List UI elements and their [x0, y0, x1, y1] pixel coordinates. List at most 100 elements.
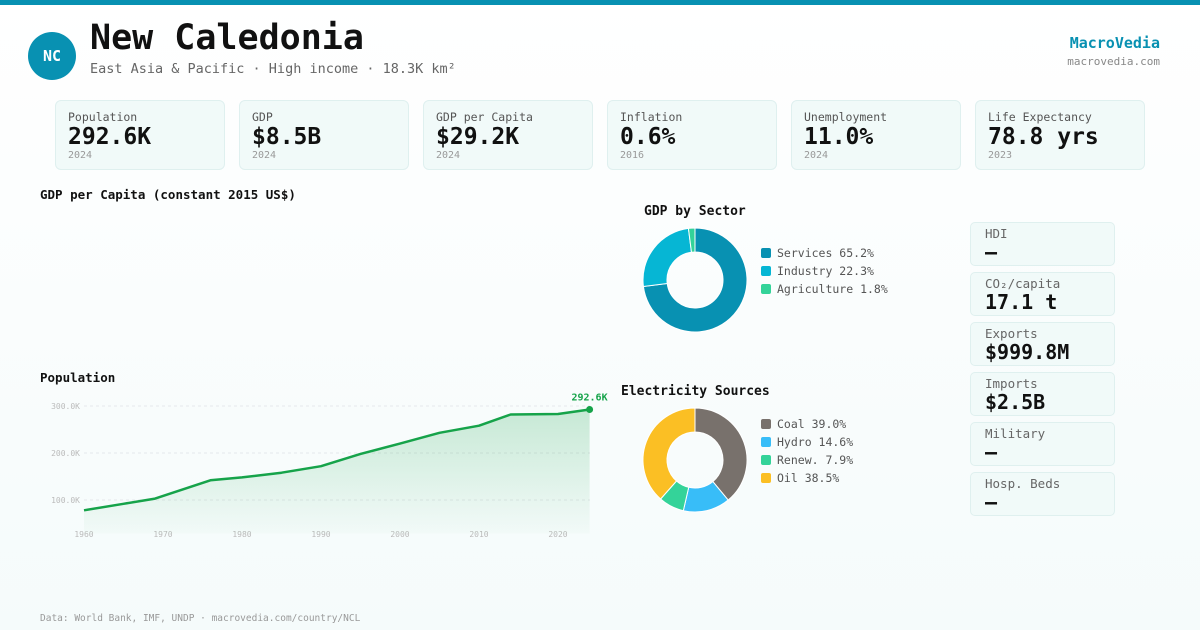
- stat-card: Unemployment 11.0% 2024: [791, 100, 961, 170]
- stat-cards: for(let i=0;i<6;i++)document.write(`<div…: [55, 100, 1145, 170]
- stat-card: Population 292.6K 2024: [55, 100, 225, 170]
- stat-year: 2023: [988, 150, 1013, 161]
- x-tick-label: 1980: [232, 530, 251, 539]
- indicator-label: Hosp. Beds: [985, 476, 1061, 491]
- legend-swatch: [761, 284, 771, 294]
- legend-label: Renew. 7.9%: [777, 453, 854, 467]
- country-badge: NC: [28, 32, 76, 80]
- legend-swatch: [761, 437, 771, 447]
- legend-swatch: [761, 473, 771, 483]
- indicator-card: Imports $2.5B: [970, 372, 1115, 416]
- brand-url[interactable]: macrovedia.com: [1067, 55, 1160, 68]
- latest-point: [586, 405, 594, 413]
- indicator-value: $2.5B: [985, 390, 1046, 414]
- indicator-label: Exports: [985, 326, 1038, 341]
- legend-label: Services 65.2%: [777, 246, 874, 260]
- indicator-card: Exports $999.8M: [970, 322, 1115, 366]
- stat-label: Unemployment: [804, 110, 888, 124]
- indicator-value: —: [985, 490, 998, 514]
- indicator-value: 17.1 t: [985, 290, 1058, 314]
- legend-label: Hydro 14.6%: [777, 435, 854, 449]
- stat-card: Inflation 0.6% 2016: [607, 100, 777, 170]
- legend-item: Hydro 14.6%: [761, 433, 853, 451]
- y-tick-label: 200.0K: [51, 449, 80, 458]
- slice-industry: [642, 227, 693, 288]
- electricity-donut: [642, 407, 748, 513]
- stat-value: 292.6K: [68, 124, 152, 150]
- indicator-card: Military —: [970, 422, 1115, 466]
- stat-label: GDP per Capita: [436, 110, 533, 124]
- legend-item: Coal 39.0%: [761, 415, 853, 433]
- y-tick-label: 300.0K: [51, 402, 80, 411]
- legend-swatch: [761, 248, 771, 258]
- stat-value: 0.6%: [620, 124, 676, 150]
- population-line: [83, 408, 590, 512]
- slice-oil: [642, 407, 696, 500]
- sector-donut: [642, 227, 748, 333]
- stat-year: 2024: [436, 150, 461, 161]
- indicator-value: $999.8M: [985, 340, 1070, 364]
- legend-item: Services 65.2%: [761, 244, 888, 262]
- latest-value-label: 292.6K: [571, 392, 607, 403]
- stat-card: Life Expectancy 78.8 yrs 2023: [975, 100, 1145, 170]
- stat-label: GDP: [252, 110, 273, 124]
- indicator-value: —: [985, 240, 998, 264]
- indicator-sidebar: for(let i=0;i<6;i++)document.write(`<div…: [970, 222, 1115, 516]
- footer-source: Data: World Bank, IMF, UNDP · macrovedia…: [40, 613, 361, 624]
- electricity-chart-title: Electricity Sources: [621, 384, 770, 399]
- stat-year: 2016: [620, 150, 645, 161]
- page-subtitle: East Asia & Pacific · High income · 18.3…: [90, 61, 456, 77]
- legend-label: Coal 39.0%: [777, 417, 847, 431]
- x-tick-label: 1960: [74, 530, 93, 539]
- indicator-card: HDI —: [970, 222, 1115, 266]
- stat-value: 11.0%: [804, 124, 874, 150]
- population-chart-title: Population: [40, 370, 116, 385]
- legend-label: Oil 38.5%: [777, 471, 840, 485]
- y-tick-label: 100.0K: [51, 496, 80, 505]
- indicator-label: Imports: [985, 376, 1038, 391]
- stat-card: GDP per Capita $29.2K 2024: [423, 100, 593, 170]
- stat-year: 2024: [252, 150, 277, 161]
- population-chart: 100.0K 200.0K 300.0K 1960 1970 1980 1990 2000 20…: [51, 392, 608, 539]
- stat-value: 78.8 yrs: [988, 124, 1099, 150]
- stat-year: 2024: [68, 150, 93, 161]
- stat-label: Population: [68, 110, 138, 124]
- legend-swatch: [761, 266, 771, 276]
- legend-label: Industry 22.3%: [777, 264, 874, 278]
- legend-swatch: [761, 419, 771, 429]
- stat-year: 2024: [804, 150, 829, 161]
- slice-agriculture: [687, 227, 696, 253]
- population-area: [84, 409, 590, 534]
- slice-coal: [694, 407, 748, 501]
- legend-swatch: [761, 455, 771, 465]
- x-tick-label: 1990: [311, 530, 330, 539]
- legend-label: Agriculture 1.8%: [777, 282, 888, 296]
- stat-value: $29.2K: [436, 124, 520, 150]
- electricity-legend: Coal 39.0% Hydro 14.6% Renew. 7.9% Oil 38.5…: [761, 415, 853, 487]
- brand-logo[interactable]: MacroVedia: [1069, 34, 1160, 52]
- stat-label: Life Expectancy: [988, 110, 1092, 124]
- stat-label: Inflation: [620, 110, 683, 124]
- page-title: New Caledonia: [90, 18, 364, 58]
- x-tick-label: 2010: [469, 530, 488, 539]
- slice-services: [642, 227, 748, 333]
- legend-item: Industry 22.3%: [761, 262, 888, 280]
- indicator-label: Military: [985, 426, 1046, 441]
- gdp-chart-title: GDP per Capita (constant 2015 US$): [40, 187, 296, 202]
- legend-item: Oil 38.5%: [761, 469, 853, 487]
- indicator-label: HDI: [985, 226, 1008, 241]
- stat-value: $8.5B: [252, 124, 322, 150]
- stat-card: GDP $8.5B 2024: [239, 100, 409, 170]
- indicator-value: —: [985, 440, 998, 464]
- sector-chart-title: GDP by Sector: [644, 204, 746, 219]
- x-tick-label: 2020: [548, 530, 567, 539]
- indicator-card: Hosp. Beds —: [970, 472, 1115, 516]
- indicator-card: CO₂/capita 17.1 t: [970, 272, 1115, 316]
- sector-legend: Services 65.2% Industry 22.3% Agriculture …: [761, 244, 888, 298]
- x-tick-label: 1970: [153, 530, 172, 539]
- legend-item: Agriculture 1.8%: [761, 280, 888, 298]
- top-accent-bar: [0, 0, 1200, 5]
- x-tick-label: 2000: [390, 530, 409, 539]
- legend-item: Renew. 7.9%: [761, 451, 853, 469]
- indicator-label: CO₂/capita: [985, 276, 1061, 291]
